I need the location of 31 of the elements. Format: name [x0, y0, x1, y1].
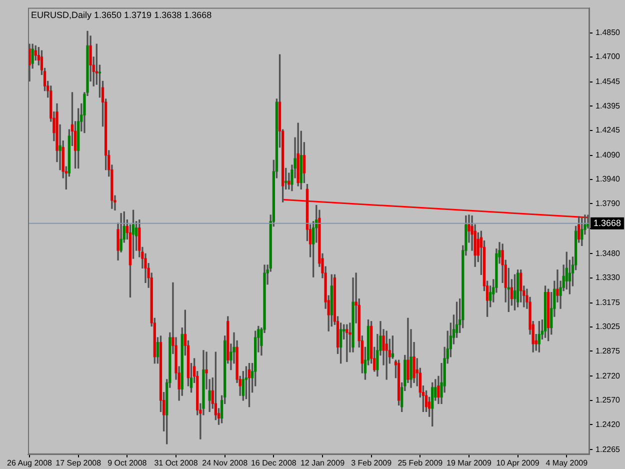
- y-tick-label: 1.3175: [596, 298, 621, 308]
- y-tick-label: 1.3940: [596, 174, 621, 184]
- ref-line-label: 1.3668: [594, 218, 622, 228]
- y-tick-label: 1.2875: [596, 346, 621, 356]
- x-tick-label: 12 Jan 2009: [300, 458, 346, 468]
- y-tick-label: 1.3025: [596, 322, 621, 332]
- x-tick-label: 31 Oct 2008: [154, 458, 198, 468]
- y-tick-label: 1.3790: [596, 198, 621, 208]
- x-tick-label: 26 Aug 2008: [7, 458, 53, 468]
- y-tick-label: 1.2570: [596, 396, 621, 405]
- chart-title: EURUSD,Daily 1.3650 1.3719 1.3638 1.3668: [31, 10, 212, 20]
- y-tick-label: 1.2265: [596, 444, 621, 454]
- y-tick-label: 1.4545: [596, 77, 621, 86]
- x-tick-label: 17 Sep 2008: [56, 458, 102, 468]
- x-tick-label: 9 Oct 2008: [108, 458, 148, 468]
- x-tick-label: 19 Mar 2009: [446, 458, 492, 468]
- y-tick-label: 1.2720: [596, 371, 621, 380]
- y-tick-label: 1.4850: [596, 28, 621, 37]
- x-tick-label: 16 Dec 2008: [250, 458, 297, 468]
- x-tick-label: 4 May 2009: [546, 458, 588, 468]
- y-tick-label: 1.4395: [596, 101, 621, 110]
- y-tick-label: 1.4090: [596, 150, 621, 160]
- y-tick-label: 1.2420: [596, 420, 621, 429]
- y-tick-label: 1.3330: [596, 273, 621, 282]
- x-tick-label: 24 Nov 2008: [202, 458, 248, 468]
- x-tick-label: 10 Apr 2009: [496, 458, 540, 468]
- x-tick-label: 3 Feb 2009: [351, 458, 392, 468]
- y-tick-label: 1.3480: [596, 248, 621, 258]
- y-tick-label: 1.4700: [596, 52, 621, 62]
- x-tick-label: 25 Feb 2009: [398, 458, 444, 468]
- y-tick-label: 1.4245: [596, 126, 621, 135]
